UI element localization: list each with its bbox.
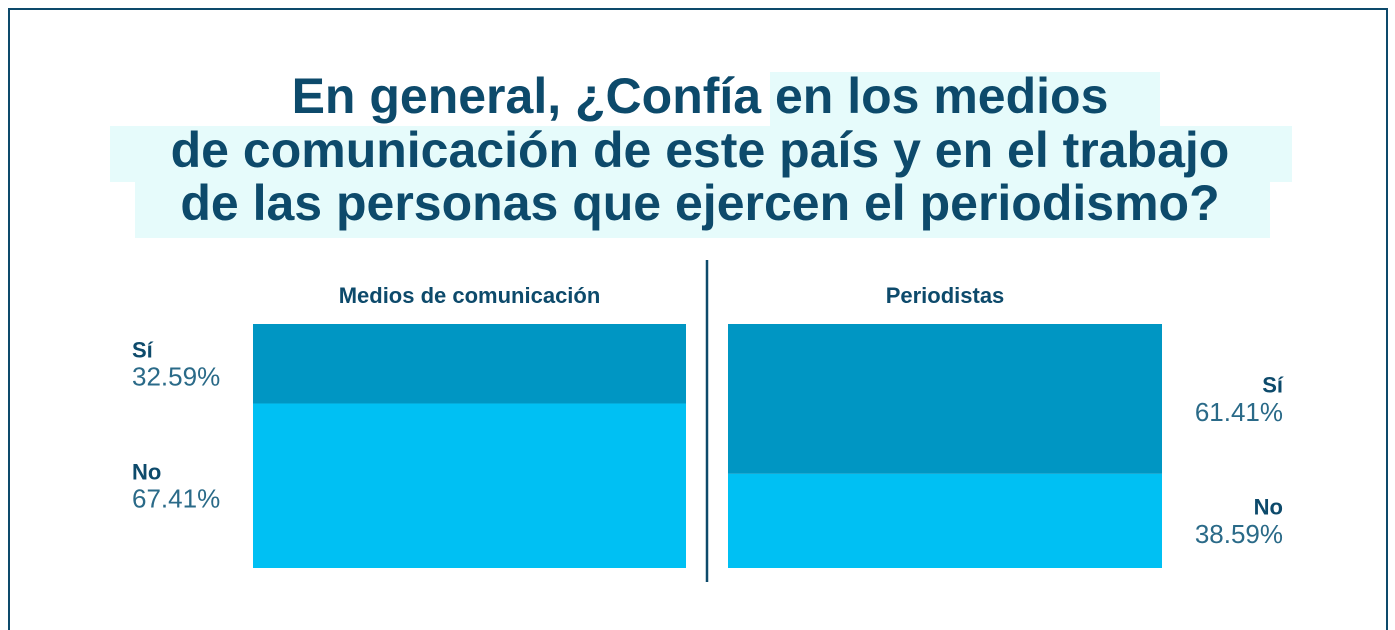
bar-segment [728,324,1162,474]
panel-title: Medios de comunicación [339,283,601,308]
value-label: 32.59% [132,362,220,392]
frame [8,8,1388,630]
highlight [770,72,1160,128]
category-label: Sí [1262,373,1284,398]
category-label: No [132,460,161,485]
bar-segment [253,403,686,568]
title-line: de las personas que ejercen el periodism… [180,175,1219,231]
panel-title: Periodistas [886,283,1005,308]
title-line: de comunicación de este país y en el tra… [171,122,1230,178]
highlight [135,180,1270,238]
value-label: 67.41% [132,484,220,514]
bar-segment [728,473,1162,568]
category-label: Sí [132,338,154,363]
category-label: No [1254,495,1283,520]
value-label: 38.59% [1195,519,1283,549]
title-line: En general, ¿Confía en los medios [292,68,1109,124]
highlight [110,126,1292,182]
value-label: 61.41% [1195,397,1283,427]
bar-segment [253,324,686,404]
